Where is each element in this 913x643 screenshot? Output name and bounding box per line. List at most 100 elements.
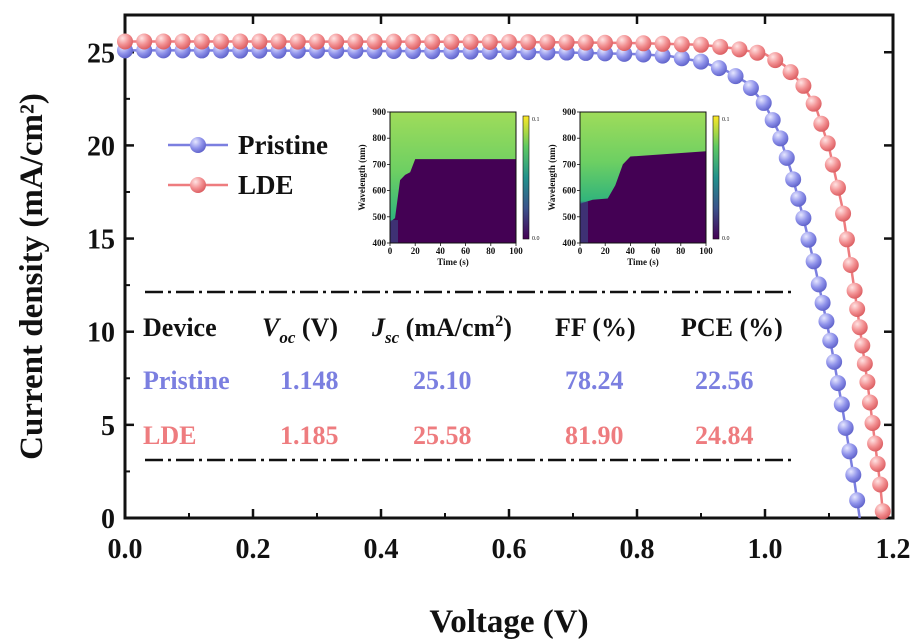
data-point — [867, 435, 884, 452]
data-point — [814, 294, 831, 311]
data-point — [785, 171, 802, 188]
data-point — [405, 33, 421, 50]
colorbar-min-label: 0.0 — [532, 236, 540, 242]
data-point — [795, 77, 812, 94]
inset-x-title: Time (s) — [627, 257, 659, 267]
data-point — [874, 503, 891, 520]
data-point — [385, 33, 402, 50]
table-header-0: Device — [143, 313, 217, 342]
data-point — [842, 257, 859, 274]
data-point — [251, 33, 268, 50]
inset-x-tick-label: 0 — [388, 246, 393, 256]
data-point — [813, 115, 830, 132]
colorbar-max-label: 0.1 — [532, 117, 540, 123]
data-point — [673, 36, 690, 53]
heatmap-edge — [580, 201, 588, 243]
data-point — [833, 396, 850, 413]
data-point — [819, 135, 836, 152]
inset-y-title: Wavelength (nm) — [547, 144, 557, 210]
inset-x-tick-label: 60 — [651, 246, 661, 256]
inset-heatmap-2: 0.1 0.0 0 20 40 60 80 100 400 500 600 700 800 900 Time… — [540, 102, 751, 273]
colorbar-max-label: 0.1 — [722, 117, 730, 123]
data-point — [577, 34, 594, 51]
inset-x-tick-label: 80 — [486, 246, 496, 256]
data-point — [347, 33, 364, 50]
inset-y-tick-label: 600 — [373, 186, 387, 196]
x-tick-label: 1.2 — [876, 534, 911, 565]
data-point — [366, 33, 383, 50]
y-tick-label: 20 — [87, 131, 115, 162]
data-point — [424, 33, 441, 50]
data-point — [824, 156, 841, 173]
heatmap-signal-region — [390, 112, 516, 223]
table-header-4: PCE (%) — [681, 313, 783, 342]
data-point — [270, 33, 287, 50]
data-point — [558, 34, 575, 51]
data-point — [849, 300, 866, 317]
table-cell-jsc: 25.58 — [413, 421, 472, 450]
y-axis-title: Current density (mA/cm²) — [14, 93, 50, 460]
data-point — [790, 190, 807, 207]
data-point — [826, 353, 843, 370]
inset-y-tick-label: 800 — [373, 133, 387, 143]
data-point — [864, 414, 881, 431]
inset-y-tick-label: 500 — [563, 212, 577, 222]
data-point — [859, 374, 876, 391]
data-point — [869, 455, 886, 472]
data-point — [520, 34, 537, 51]
data-point — [539, 34, 556, 51]
data-point — [818, 313, 835, 330]
data-point — [805, 253, 822, 270]
y-tick-label: 15 — [87, 225, 115, 256]
data-point — [856, 355, 873, 372]
data-point — [861, 394, 878, 411]
data-point — [693, 36, 709, 53]
data-point — [289, 33, 306, 50]
data-point — [174, 33, 191, 50]
legend-marker — [190, 137, 206, 153]
x-tick-label: 0.4 — [364, 534, 399, 565]
inset-y-tick-label: 400 — [373, 238, 387, 248]
data-point — [481, 33, 498, 50]
inset-x-tick-label: 100 — [509, 246, 523, 256]
data-point — [309, 33, 325, 50]
data-point — [328, 33, 345, 50]
colorbar-min-label: 0.0 — [722, 236, 730, 242]
data-point — [232, 33, 249, 50]
data-point — [837, 419, 854, 436]
y-tick-label: 10 — [87, 318, 115, 349]
inset-x-title: Time (s) — [437, 257, 469, 267]
data-point — [654, 35, 671, 52]
data-point — [764, 112, 781, 129]
data-point — [841, 443, 858, 460]
inset-x-tick-label: 20 — [601, 246, 611, 256]
inset-y-title: Wavelength (nm) — [357, 144, 367, 210]
data-point — [654, 47, 671, 64]
x-axis-title: Voltage (V) — [429, 604, 588, 640]
inset-x-tick-label: 0 — [578, 246, 583, 256]
data-point — [673, 50, 690, 67]
data-point — [851, 319, 868, 336]
data-point — [772, 130, 789, 147]
data-point — [805, 95, 822, 112]
data-point — [795, 210, 812, 227]
inset-y-tick-label: 400 — [563, 238, 577, 248]
inset-x-tick-label: 40 — [436, 246, 446, 256]
legend-marker — [190, 177, 206, 193]
data-point — [213, 33, 229, 50]
data-point — [845, 466, 862, 483]
table-cell-ff: 81.90 — [565, 421, 624, 450]
data-point — [117, 33, 133, 50]
table-cell-voc: 1.148 — [280, 366, 339, 395]
inset-x-tick-label: 60 — [461, 246, 471, 256]
heatmap-edge — [390, 220, 398, 243]
colorbar — [522, 115, 530, 240]
inset-x-tick-label: 80 — [676, 246, 686, 256]
data-point — [710, 60, 727, 77]
table-cell-pce: 22.56 — [695, 366, 754, 395]
y-tick-label: 5 — [101, 411, 115, 442]
data-point — [854, 337, 871, 354]
data-point — [635, 35, 652, 52]
